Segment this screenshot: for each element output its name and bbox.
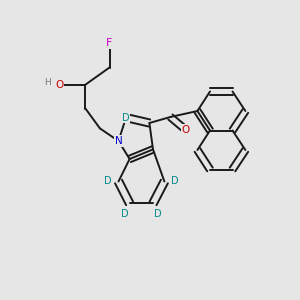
Text: O: O <box>181 124 190 135</box>
Text: N: N <box>115 136 122 146</box>
Text: D: D <box>104 176 112 187</box>
Text: D: D <box>171 176 179 187</box>
Text: H: H <box>44 78 51 87</box>
Text: F: F <box>106 38 113 49</box>
Text: O: O <box>55 80 63 90</box>
Text: D: D <box>122 112 130 123</box>
Text: D: D <box>154 209 161 219</box>
Text: D: D <box>121 209 129 219</box>
